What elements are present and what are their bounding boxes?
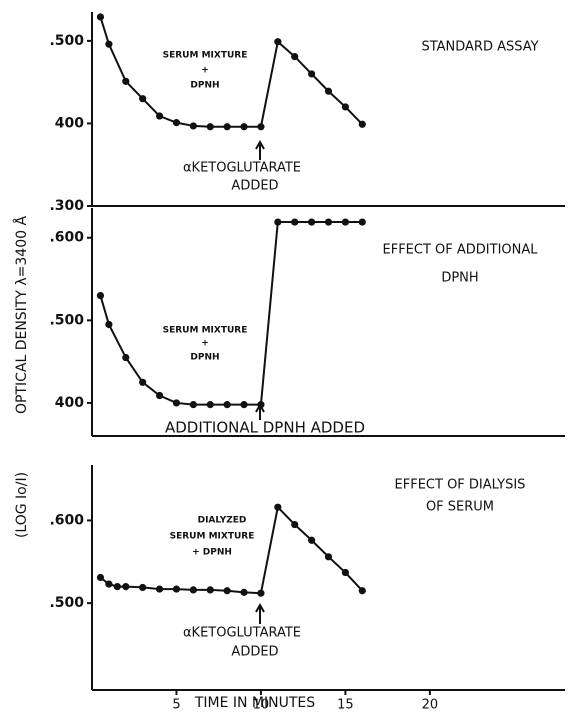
data-point	[223, 401, 231, 409]
data-point	[223, 587, 231, 595]
data-point	[172, 585, 181, 593]
annotation: DPNH	[190, 353, 219, 363]
data-point	[341, 103, 349, 111]
annotation: DPNH	[190, 81, 219, 91]
annotation: ADDITIONAL DPNH ADDED	[165, 419, 365, 437]
annotation: +	[201, 339, 209, 349]
data-point	[206, 123, 214, 131]
y-tick-label: 400	[55, 115, 84, 131]
arrow	[255, 602, 265, 624]
data-point	[291, 520, 299, 529]
data-point	[274, 503, 282, 511]
data-point	[291, 52, 299, 61]
panel-title: OF SERUM	[426, 500, 494, 515]
panel-title: EFFECT OF ADDITIONAL	[383, 243, 539, 258]
annotation: DIALYZED	[198, 516, 247, 526]
data-point	[122, 77, 130, 85]
data-line	[99, 221, 363, 406]
data-point	[240, 588, 248, 596]
annotation: αKETOGLUTARATE	[183, 161, 301, 176]
data-point	[257, 401, 265, 409]
data-point	[122, 582, 130, 591]
data-point	[189, 586, 197, 594]
data-point	[122, 353, 130, 362]
y-tick-label: .300	[49, 198, 84, 214]
data-point	[139, 95, 147, 103]
y-axis-label: OPTICAL DENSITY λ=3400 Å	[13, 216, 30, 415]
data-point	[206, 401, 214, 409]
data-point	[257, 589, 265, 597]
data-point	[189, 122, 197, 130]
data-point	[96, 13, 105, 21]
annotation: SERUM MIXTURE	[170, 532, 255, 542]
data-point	[189, 401, 197, 409]
annotation: + DPNH	[192, 548, 232, 558]
data-point	[172, 119, 181, 127]
annotation: ADDED	[231, 179, 278, 194]
data-line	[99, 16, 364, 128]
annotation: SERUM MIXTURE	[163, 326, 248, 336]
data-point	[341, 218, 349, 226]
annotation: ADDED	[231, 645, 278, 660]
panel-title: STANDARD ASSAY	[421, 40, 538, 55]
data-point	[139, 583, 147, 592]
data-point	[274, 38, 282, 46]
x-tick-label: 20	[422, 698, 439, 713]
data-point	[324, 87, 333, 95]
x-axis-label: TIME IN MINUTES	[194, 695, 315, 711]
data-point	[291, 218, 299, 226]
data-point	[308, 218, 316, 226]
annotation: +	[201, 66, 209, 76]
data-point	[96, 291, 105, 300]
y-axis-label: (LOG Io/I)	[14, 472, 30, 538]
arrow	[255, 139, 265, 160]
data-point	[172, 399, 181, 407]
data-point	[155, 391, 164, 400]
y-tick-label: .500	[49, 595, 84, 611]
y-tick-label: .600	[49, 230, 84, 246]
x-tick-label: 5	[172, 698, 180, 713]
x-tick-label: 15	[337, 698, 354, 713]
y-tick-label: .500	[49, 312, 84, 328]
data-point	[274, 218, 282, 226]
data-point	[358, 218, 366, 226]
annotation: αKETOGLUTARATE	[183, 626, 301, 641]
data-point	[105, 580, 113, 588]
data-point	[308, 536, 316, 544]
data-point	[105, 40, 113, 48]
data-point	[324, 553, 333, 561]
data-point	[257, 123, 265, 131]
data-point	[240, 123, 248, 131]
panel-title: DPNH	[441, 271, 478, 286]
y-tick-label: .500	[49, 33, 84, 49]
data-point	[96, 573, 105, 582]
annotation: SERUM MIXTURE	[163, 51, 248, 61]
y-tick-label: .600	[49, 512, 84, 528]
data-point	[206, 586, 214, 594]
data-point	[324, 218, 333, 226]
x-tick-label: 10	[253, 698, 270, 713]
data-point	[341, 568, 349, 577]
panel-title: EFFECT OF DIALYSIS	[395, 478, 526, 493]
data-point	[308, 70, 316, 78]
data-point	[240, 401, 248, 409]
data-point	[113, 582, 121, 591]
data-point	[223, 123, 231, 131]
data-point	[105, 320, 113, 329]
data-point	[358, 587, 366, 595]
data-point	[139, 378, 147, 386]
data-point	[155, 585, 164, 593]
data-point	[155, 112, 164, 120]
data-point	[358, 120, 366, 128]
y-tick-label: 400	[55, 395, 84, 411]
